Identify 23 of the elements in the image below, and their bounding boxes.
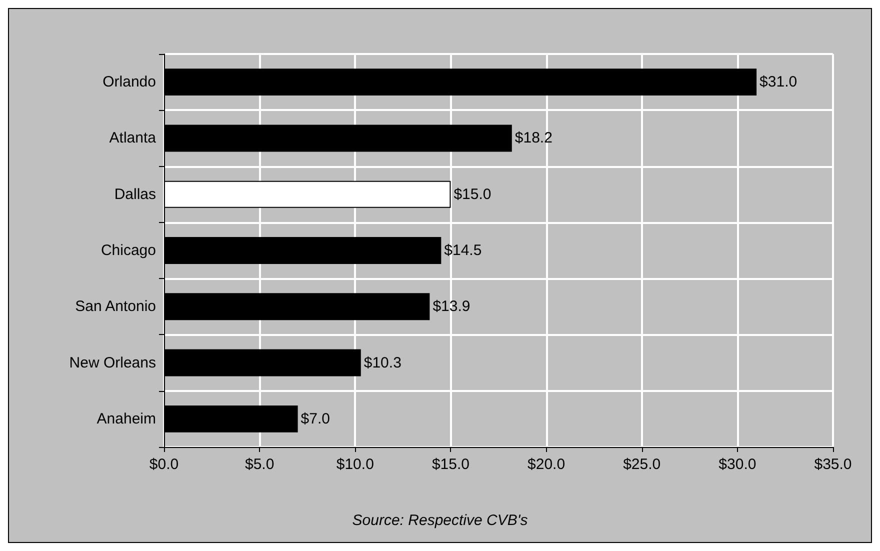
x-tick-label: $20.0 bbox=[528, 456, 566, 473]
source-note: Source: Respective CVB's bbox=[352, 512, 528, 529]
x-tick-label: $0.0 bbox=[149, 456, 179, 473]
data-label: $18.2 bbox=[514, 130, 552, 147]
x-tick-label: $25.0 bbox=[623, 456, 661, 473]
x-tick-label: $30.0 bbox=[718, 456, 756, 473]
y-tick-label: San Antonio bbox=[75, 298, 156, 316]
data-label: $7.0 bbox=[300, 410, 330, 428]
data-label: $31.0 bbox=[760, 74, 798, 91]
y-tick-label: Dallas bbox=[114, 186, 156, 203]
y-tick-label: Orlando bbox=[102, 74, 156, 91]
data-label: $13.9 bbox=[432, 298, 470, 316]
data-label: $15.0 bbox=[454, 186, 492, 203]
y-tick-label: Atlanta bbox=[109, 130, 157, 147]
x-tick-label: $35.0 bbox=[814, 456, 852, 473]
x-tick-label: $15.0 bbox=[432, 456, 470, 473]
data-label: $14.5 bbox=[444, 242, 482, 259]
x-tick-label: $5.0 bbox=[244, 456, 274, 473]
y-tick-label: Chicago bbox=[100, 242, 156, 259]
y-tick-label: New Orleans bbox=[69, 354, 156, 372]
data-label: $10.3 bbox=[364, 354, 402, 372]
x-tick-label: $10.0 bbox=[336, 456, 374, 473]
y-tick-label: Anaheim bbox=[96, 410, 156, 428]
